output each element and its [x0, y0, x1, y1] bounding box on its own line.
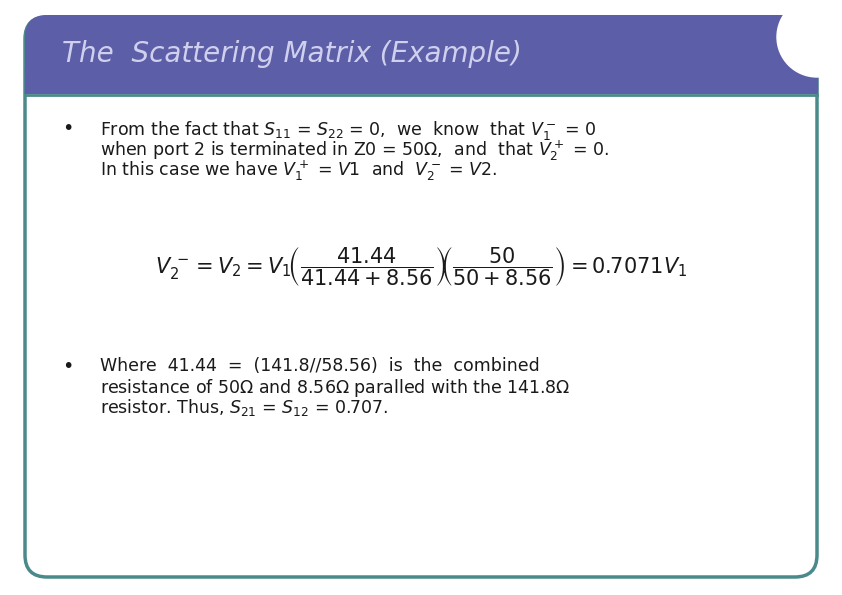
Text: $V_2^{\,-} = V_2 = V_1\!\left(\dfrac{41.44}{41.44+8.56}\right)\!\!\left(\dfrac{5: $V_2^{\,-} = V_2 = V_1\!\left(\dfrac{41.…	[155, 245, 687, 288]
Bar	[25, 68, 817, 93]
Text: Where  41.44  =  (141.8//58.56)  is  the  combined: Where 41.44 = (141.8//58.56) is the comb…	[100, 357, 540, 375]
FancyBboxPatch shape	[25, 17, 817, 577]
Circle shape	[777, 0, 842, 77]
Text: From the fact that $S_{11}$ = $S_{22}$ = 0,  we  know  that $V_1^-$ = 0: From the fact that $S_{11}$ = $S_{22}$ =…	[100, 119, 596, 142]
Text: resistor. Thus, $S_{21}$ = $S_{12}$ = 0.707.: resistor. Thus, $S_{21}$ = $S_{12}$ = 0.…	[100, 397, 388, 418]
Text: resistance of 50$\Omega$ and 8.56$\Omega$ paralled with the 141.8$\Omega$: resistance of 50$\Omega$ and 8.56$\Omega…	[100, 377, 571, 399]
Text: •: •	[62, 357, 73, 376]
Text: The  Scattering Matrix (Example): The Scattering Matrix (Example)	[62, 40, 522, 68]
Text: when port 2 is terminated in Z0 = 50$\Omega$,  and  that $V_2^+$ = 0.: when port 2 is terminated in Z0 = 50$\Om…	[100, 139, 609, 163]
FancyBboxPatch shape	[25, 15, 817, 93]
Text: In this case we have $V_1^+$ = $V$1  and  $V_2^-$ = $V$2.: In this case we have $V_1^+$ = $V$1 and …	[100, 159, 498, 183]
Text: •: •	[62, 119, 73, 138]
